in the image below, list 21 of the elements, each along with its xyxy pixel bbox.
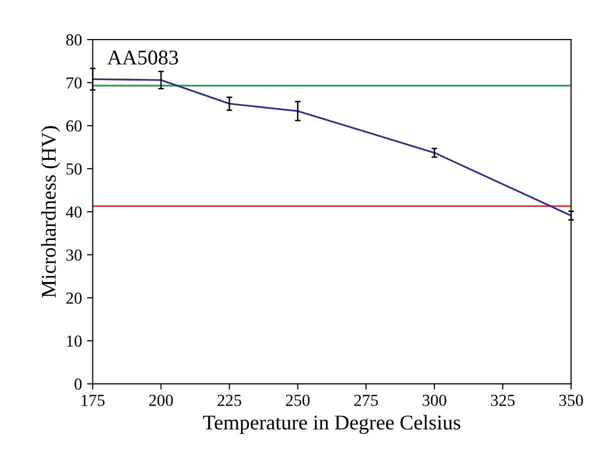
annotation: AA5083 — [107, 50, 178, 65]
x-tick-label: 350 — [559, 394, 583, 406]
y-tick-label: 70 — [66, 77, 82, 89]
x-axis-title: Temperature in Degree Celsius — [203, 414, 460, 434]
y-tick-label: 80 — [66, 34, 82, 46]
x-tick-label: 225 — [218, 394, 242, 406]
y-axis-title: Microhardness (HV) — [41, 126, 60, 298]
x-tick-label: 175 — [82, 394, 105, 406]
y-tick-label: 20 — [66, 292, 82, 304]
y-tick-label: 60 — [66, 120, 82, 132]
y-tick-label: 50 — [66, 163, 82, 175]
x-tick-label: 325 — [491, 394, 515, 406]
y-tick-label: 10 — [67, 336, 82, 347]
y-tick-label: 40 — [66, 206, 82, 218]
x-tick-label: 200 — [149, 394, 173, 406]
y-tick-label: 0 — [74, 378, 82, 390]
line-series — [92, 78, 572, 216]
x-tick-label: 250 — [286, 394, 310, 406]
x-tick-label: 275 — [354, 394, 378, 406]
x-tick-label: 300 — [422, 394, 446, 406]
y-tick-label: 30 — [66, 249, 82, 261]
